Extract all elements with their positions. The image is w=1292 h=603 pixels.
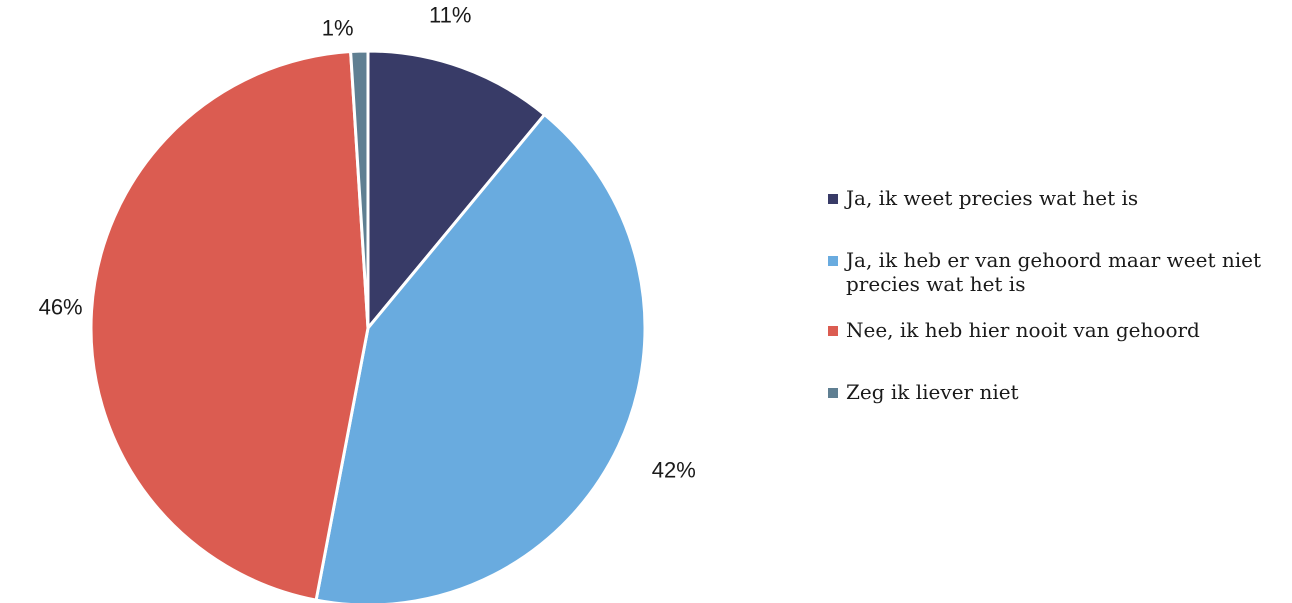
legend-swatch-ja-gehoord (828, 256, 838, 266)
legend-item-ja-gehoord: Ja, ik heb er van gehoord maar weet niet… (828, 248, 1268, 296)
legend-label-nee: Nee, ik heb hier nooit van gehoord (846, 318, 1200, 342)
pie-slice-ja-gehoord (314, 113, 647, 603)
pie-slice-ja-precies (366, 49, 547, 330)
legend: Ja, ik weet precies wat het is Ja, ik he… (828, 186, 1268, 404)
legend-label-zeg-niet: Zeg ik liever niet (846, 380, 1019, 404)
data-label-nee: 46% (39, 294, 83, 319)
legend-item-zeg-niet: Zeg ik liever niet (828, 380, 1268, 404)
pie-slices (89, 49, 647, 603)
legend-label-ja-precies: Ja, ik weet precies wat het is (846, 186, 1139, 210)
legend-label-ja-gehoord: Ja, ik heb er van gehoord maar weet niet… (846, 248, 1262, 296)
data-label-ja-precies: 11% (429, 2, 471, 27)
pie-data-labels: 11% 42% 46% 1% (39, 2, 696, 482)
legend-item-nee: Nee, ik heb hier nooit van gehoord (828, 318, 1268, 342)
legend-swatch-ja-precies (828, 194, 838, 204)
data-label-ja-gehoord: 42% (652, 458, 696, 483)
data-label-zeg-niet: 1% (322, 15, 354, 40)
legend-item-ja-precies: Ja, ik weet precies wat het is (828, 186, 1268, 210)
pie-slice-nee (89, 50, 370, 602)
legend-swatch-zeg-niet (828, 388, 838, 398)
pie-slice-zeg-niet (349, 49, 370, 330)
legend-swatch-nee (828, 326, 838, 336)
